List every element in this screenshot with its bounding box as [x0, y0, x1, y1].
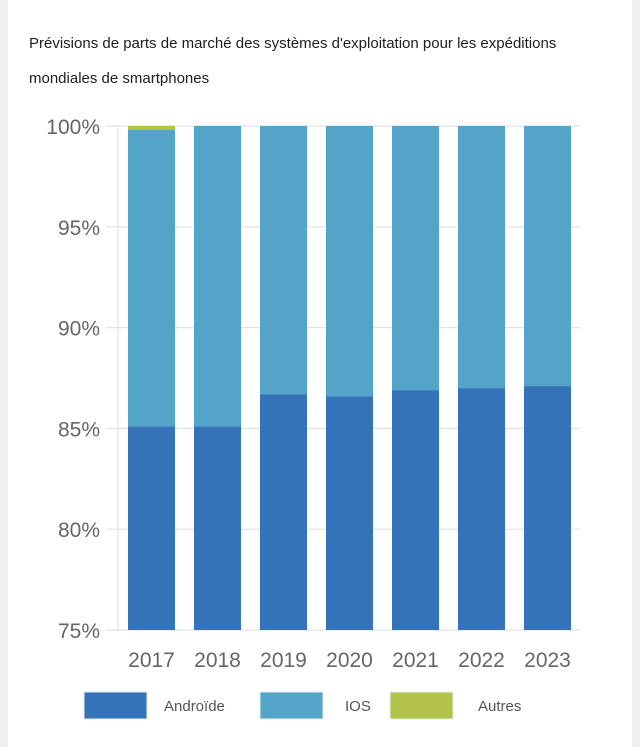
bar-androïde-2018: [194, 426, 241, 630]
bar-ios-2017: [128, 130, 175, 427]
bar-ios-2020: [326, 126, 373, 397]
y-tick-label: 85%: [58, 418, 100, 441]
y-tick-label: 75%: [58, 620, 100, 643]
y-tick-label: 95%: [58, 217, 100, 240]
x-tick-label: 2020: [326, 649, 373, 672]
bar-ios-2018: [194, 126, 241, 427]
bar-ios-2021: [392, 126, 439, 391]
legend-swatch-autres: [389, 691, 454, 720]
x-axis-ticks: 2017 2018 2019 2020 2021 2022 2023: [128, 649, 571, 672]
legend-swatch-ios: [259, 691, 324, 720]
bar-autres-2017: [128, 126, 175, 131]
chart-title-line-1: Prévisions de parts de marché des systèm…: [29, 35, 557, 52]
x-tick-label: 2019: [260, 649, 307, 672]
bar-androïde-2020: [326, 396, 373, 630]
chart-title: Prévisions de parts de marché des systèm…: [29, 26, 589, 96]
bar-ios-2023: [524, 126, 571, 387]
y-tick-label: 100%: [46, 116, 100, 139]
bars: [128, 126, 571, 630]
y-axis-ticks: 75% 80% 85% 90% 95% 100%: [46, 116, 100, 643]
bar-ios-2022: [458, 126, 505, 389]
x-tick-label: 2021: [392, 649, 439, 672]
legend-label-autres: Autres: [478, 698, 521, 715]
legend: Androïde IOS Autres: [83, 691, 521, 720]
bar-androïde-2023: [524, 386, 571, 630]
legend-label-ios: IOS: [345, 698, 371, 715]
bar-androïde-2017: [128, 426, 175, 630]
bar-ios-2019: [260, 126, 307, 395]
x-tick-label: 2018: [194, 649, 241, 672]
legend-swatch-androïde: [83, 691, 148, 720]
bar-androïde-2021: [392, 390, 439, 630]
x-tick-label: 2023: [524, 649, 571, 672]
x-tick-label: 2017: [128, 649, 175, 672]
bar-androïde-2019: [260, 394, 307, 630]
legend-label-androïde: Androïde: [164, 698, 225, 715]
y-tick-label: 80%: [58, 519, 100, 542]
y-tick-label: 90%: [58, 318, 100, 341]
bar-androïde-2022: [458, 388, 505, 630]
x-tick-label: 2022: [458, 649, 505, 672]
chart-title-line-2: mondiales de smartphones: [29, 70, 210, 87]
